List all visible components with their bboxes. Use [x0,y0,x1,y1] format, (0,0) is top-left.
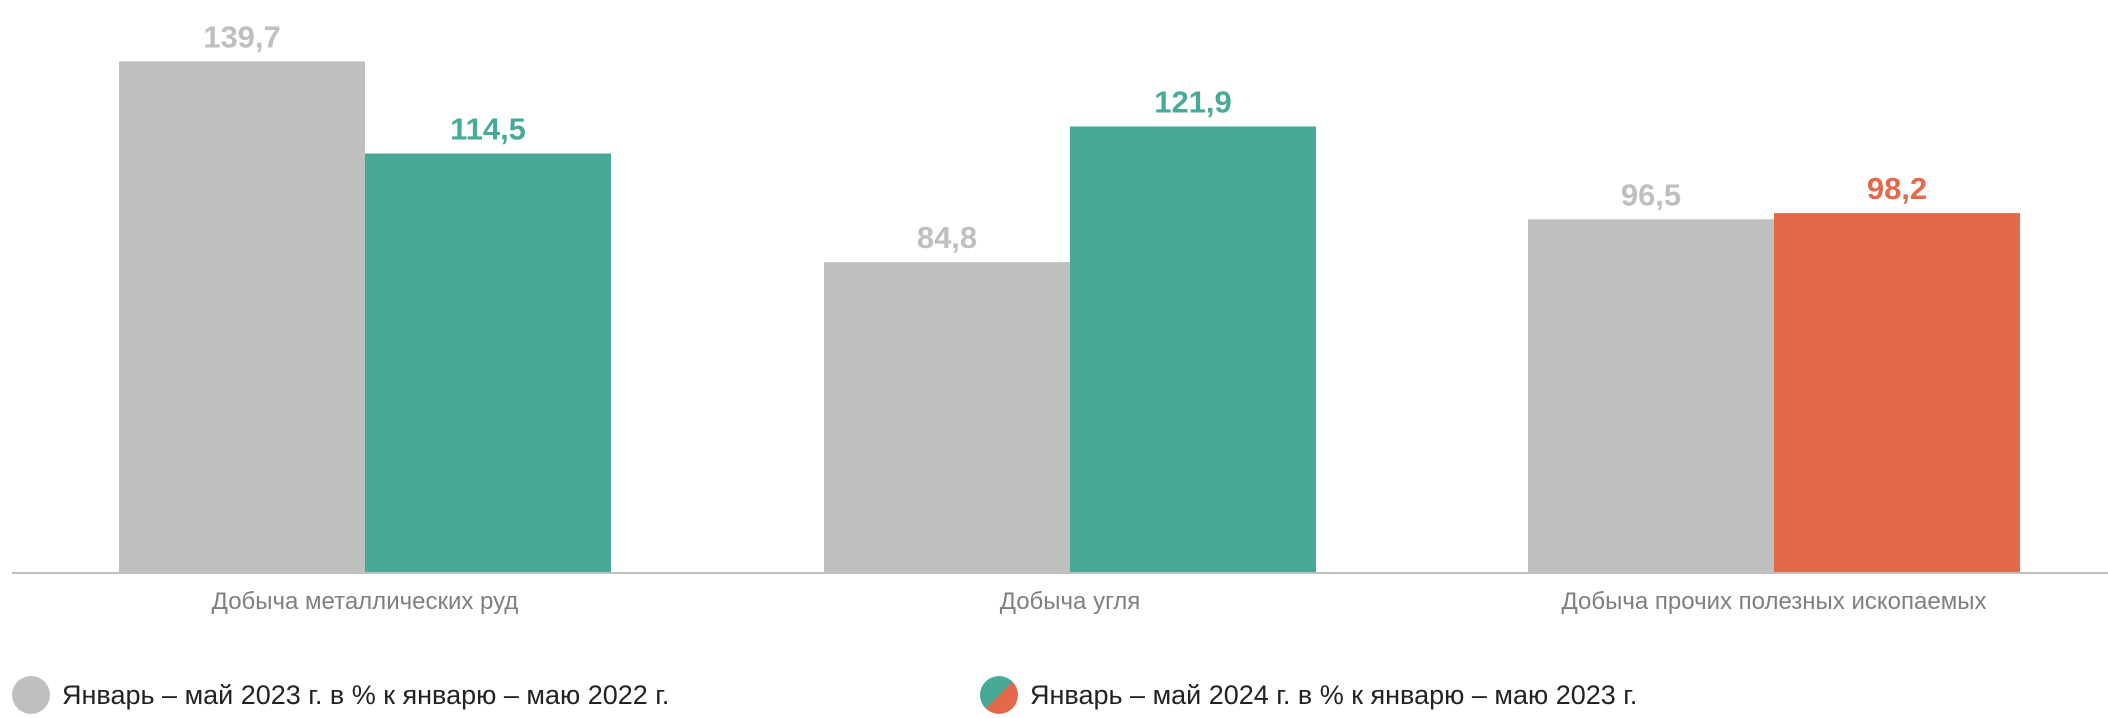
category-label-3: Добыча прочих полезных ископаемых [1562,588,1987,615]
data-label-2-1: 114,5 [450,112,526,147]
data-label-1-2: 84,8 [917,220,977,255]
data-label-2-2: 121,9 [1154,84,1232,119]
data-label-1-3: 96,5 [1621,177,1681,212]
legend-item-2023: Январь – май 2023 г. в % к январю – маю … [12,676,669,714]
data-label-2-3: 98,2 [1867,171,1927,206]
category-label-2: Добыча угля [1000,588,1141,615]
bar-1-3 [1528,219,1774,573]
bar-1-1 [119,61,365,573]
category-label-1: Добыча металлических руд [212,588,519,615]
legend-item-2024: Январь – май 2024 г. в % к январю – маю … [980,676,1637,714]
legend-label-2023: Январь – май 2023 г. в % к январю – маю … [62,679,670,710]
bar-2-3 [1774,213,2020,573]
bar-chart: 139,7 114,5 Добыча металлических руд 84,8 12… [12,19,2108,615]
legend-label-2024: Январь – май 2024 г. в % к январю – маю … [1030,679,1638,710]
bar-2-1 [365,153,611,572]
legend-swatch-grey [12,676,50,714]
data-label-1-1: 139,7 [203,19,281,54]
bar-2-2 [1070,126,1316,572]
bar-1-2 [824,262,1070,572]
legend-swatch-green-orange [980,676,1018,714]
